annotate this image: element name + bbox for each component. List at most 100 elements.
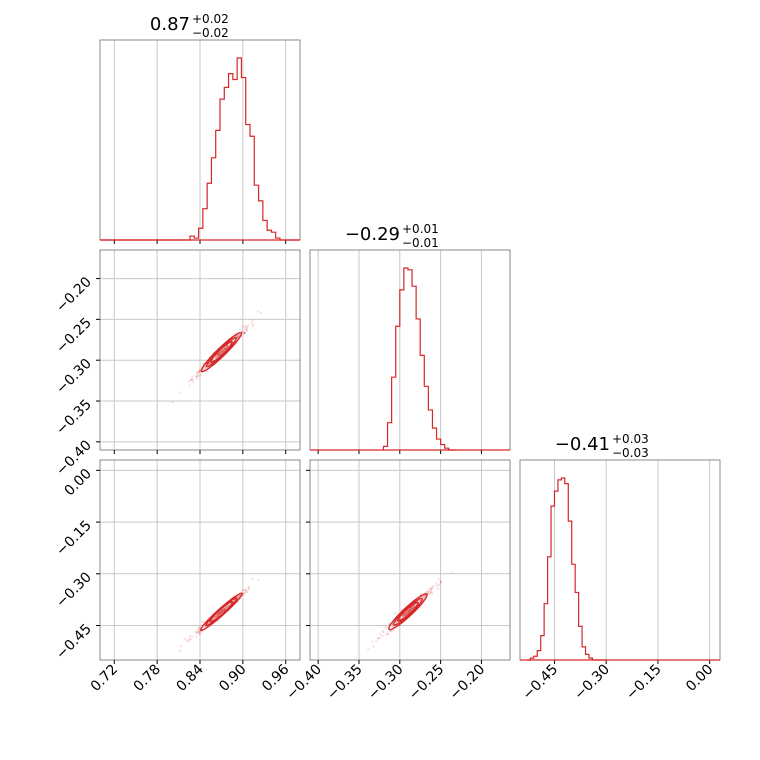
scatter-point (451, 571, 454, 574)
scatter-point (409, 607, 412, 611)
scatter-point (221, 610, 224, 613)
x-tick-label: 0.84 (173, 661, 206, 694)
scatter-point (406, 611, 409, 615)
y-tick-label: −0.20 (53, 274, 95, 316)
scatter-point (405, 612, 408, 615)
scatter-point (193, 630, 196, 633)
diag-panel-1: −0.29 +0.01−0.01 (309, 222, 511, 454)
scatter-point (198, 626, 201, 629)
scatter-point (183, 638, 187, 641)
y-tick-label: −0.25 (53, 315, 95, 357)
scatter-point (402, 613, 406, 617)
scatter-point (198, 369, 202, 372)
scatter-point (207, 362, 211, 366)
scatter-point (428, 591, 432, 594)
scatter-point (381, 629, 384, 633)
title-plus: +0.03 (612, 432, 649, 446)
scatter-point (195, 375, 199, 378)
title-plus: +0.02 (192, 12, 229, 26)
scatter-point (222, 350, 225, 353)
scatter-point (218, 612, 222, 615)
x-tick-label: −0.35 (324, 662, 366, 704)
scatter-point (413, 604, 416, 607)
scatter-point (405, 610, 408, 614)
scatter-point (406, 611, 410, 615)
scatter-point (217, 353, 220, 356)
scatter-point (203, 367, 206, 371)
scatter-point (196, 371, 200, 375)
scatter-point (213, 617, 216, 620)
scatter-point (221, 350, 224, 353)
contour-line (205, 336, 238, 368)
scatter-point (192, 381, 195, 384)
x-tick-label: −0.15 (623, 662, 665, 704)
scatter-point (423, 595, 426, 598)
scatter-point (244, 326, 248, 330)
scatter-point (196, 373, 199, 376)
scatter-point (219, 351, 222, 355)
scatter-point (195, 635, 198, 638)
panel-title-2: −0.41 +0.03−0.03 (555, 432, 649, 460)
scatter-point (217, 354, 220, 357)
scatter-point (218, 351, 221, 355)
title-minus: −0.02 (192, 26, 229, 40)
panel-title-0: 0.87 +0.02−0.02 (150, 12, 229, 40)
scatter-point (401, 614, 404, 618)
scatter-point (226, 604, 230, 607)
scatter-point (201, 620, 204, 624)
scatter-point (195, 630, 199, 633)
scatter-point (215, 613, 219, 616)
title-minus: −0.01 (402, 236, 439, 250)
scatter-point (402, 614, 405, 618)
x-axis-labels-0: 0.72 0.78 0.84 0.90 0.96 (88, 661, 293, 694)
scatter-point (219, 610, 223, 614)
scatter-point (393, 612, 397, 615)
scatter-point (386, 632, 389, 635)
scatter-point (217, 614, 220, 617)
scatter-point (371, 640, 374, 643)
scatter-point (197, 371, 200, 374)
y-tick-label: −0.35 (53, 397, 95, 439)
scatter-point (226, 344, 229, 348)
y-axis-labels-2: −0.45−0.30−0.150.00 (53, 466, 95, 663)
scatter-point (382, 630, 385, 634)
scatter-point (198, 369, 201, 373)
title-plus: +0.01 (402, 222, 439, 236)
scatter-point (428, 589, 431, 593)
x-tick-label: −0.30 (365, 662, 407, 704)
scatter-point (428, 587, 431, 591)
scatter-point (244, 327, 247, 331)
contour-line (205, 597, 238, 627)
scatter-point (403, 613, 406, 616)
scatter-point (407, 610, 411, 613)
scatter-point (206, 370, 209, 373)
scatter-point (195, 370, 199, 374)
panel-frame (519, 459, 721, 661)
scatter-point (237, 334, 240, 337)
scatter-point (251, 324, 255, 327)
y-tick-label: −0.30 (53, 569, 95, 611)
scatter-point (220, 611, 223, 614)
scatter-point (197, 374, 200, 378)
scatter-point (423, 594, 427, 597)
x-axis-labels-2: −0.45 −0.30 −0.15 0.00 (520, 662, 717, 704)
scatter-point (244, 589, 247, 592)
scatter-point (403, 613, 406, 617)
scatter-point (191, 378, 194, 381)
scatter-point (407, 609, 411, 613)
scatter-point (259, 311, 263, 315)
scatter-point (252, 318, 255, 322)
scatter-point (216, 354, 219, 357)
scatter-point (405, 612, 409, 615)
scatter-point (242, 330, 246, 334)
scatter-point (220, 609, 223, 612)
scatter-point (203, 366, 207, 369)
x-tick-label: 0.78 (131, 662, 164, 695)
scatter-point (216, 613, 219, 616)
scatter-point (435, 582, 438, 585)
scatter-point (385, 633, 388, 637)
scatter-point (245, 590, 249, 594)
diag-panel-0: 0.87 +0.02−0.02 (99, 12, 301, 244)
scatter-point (430, 588, 433, 592)
